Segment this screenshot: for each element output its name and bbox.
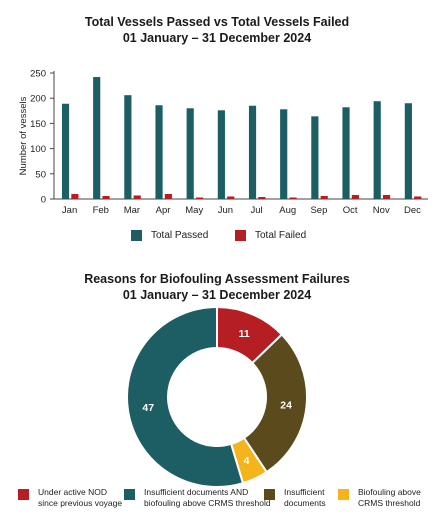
y-axis-label: Number of vessels <box>18 96 29 175</box>
legend-label-failed: Total Failed <box>255 230 307 241</box>
y-tick-label: 50 <box>35 169 46 180</box>
legend-item-passed: Total Passed <box>131 230 208 241</box>
legend-item-failed: Total Failed <box>235 230 306 241</box>
bar-passed-jun <box>217 110 225 199</box>
bar-chart-legend: Total Passed Total Failed <box>0 230 434 246</box>
x-tick-label-aug: Aug <box>279 205 296 216</box>
legend-swatch-failed <box>235 230 246 241</box>
donut-slice-label-3: 47 <box>142 402 154 414</box>
bar-chart: 0 50 100 150 200 250 Number of vessels Jan Feb Ma… <box>18 69 428 216</box>
bar-failed-jul <box>258 196 266 199</box>
donut-legend-item-1: Insufficient documents <box>264 487 326 509</box>
x-tick-label-dec: Dec <box>404 205 421 216</box>
bar-passed-jul <box>248 105 257 199</box>
donut-slice-label-0: 11 <box>239 328 250 340</box>
bar-passed-apr <box>155 105 163 199</box>
donut-legend-swatch-0 <box>18 489 29 500</box>
x-tick-label-jul: Jul <box>251 205 263 216</box>
bar-passed-mar <box>124 95 132 199</box>
bar-failed-mar <box>133 195 141 199</box>
legend-label-passed: Total Passed <box>151 230 209 241</box>
donut-legend-label-0: Under active NOD since previous voyage <box>38 487 123 508</box>
donut-chart-title: Reasons for Biofouling Assessment Failur… <box>84 272 350 286</box>
y-tick-label: 150 <box>30 119 46 130</box>
bar-passed-dec <box>404 103 412 199</box>
bar-passed-jan <box>61 103 70 199</box>
bar-passed-sep <box>311 116 319 199</box>
donut-legend-item-2: Biofouling above CRMS threshold <box>338 487 421 509</box>
bar-chart-subtitle: 01 January – 31 December 2024 <box>122 31 312 45</box>
donut-legend-label-3: Insufficient documents AND biofouling abo… <box>144 487 271 508</box>
bar-passed-feb <box>93 77 101 199</box>
donut-legend-swatch-1 <box>264 489 275 500</box>
bar-passed-nov <box>373 101 381 199</box>
bar-failed-apr <box>164 193 172 199</box>
bar-failed-sep <box>320 195 328 199</box>
donut-legend-swatch-3 <box>124 489 135 500</box>
x-tick-label-jun: Jun <box>218 205 233 216</box>
bar-failed-aug <box>289 197 297 199</box>
x-tick-label-jan: Jan <box>62 205 77 216</box>
x-tick-label-apr: Apr <box>156 205 171 216</box>
bar-failed-feb <box>102 195 110 199</box>
bar-failed-dec <box>414 196 422 199</box>
x-tick-label-may: May <box>185 205 203 216</box>
bar-passed-aug <box>280 109 288 199</box>
y-tick-label: 250 <box>30 69 46 80</box>
donut-legend-swatch-2 <box>338 489 349 500</box>
bar-failed-oct <box>351 194 359 199</box>
donut-slice-3 <box>126 305 245 488</box>
bar-passed-oct <box>342 107 350 199</box>
donut-slice-1 <box>242 333 308 474</box>
bar-chart-title: Total Vessels Passed vs Total Vessels Fa… <box>84 15 350 29</box>
x-tick-label-feb: Feb <box>93 205 109 216</box>
y-tick-label: 100 <box>30 144 46 155</box>
x-tick-label-sep: Sep <box>310 205 327 216</box>
donut-legend-label-1: Insufficient documents <box>284 487 326 508</box>
bar-failed-jun <box>227 196 235 199</box>
donut-chart-subtitle: 01 January – 31 December 2024 <box>122 288 312 302</box>
bar-failed-may <box>195 197 204 199</box>
donut-legend-label-2: Biofouling above CRMS threshold <box>358 487 421 508</box>
x-tick-label-nov: Nov <box>373 205 390 216</box>
donut-slice-label-1: 24 <box>280 400 292 412</box>
bar-passed-may <box>186 108 194 199</box>
x-tick-label-oct: Oct <box>343 205 358 216</box>
donut-chart: 11 24 4 47 <box>126 305 308 488</box>
y-tick-label: 0 <box>41 195 46 206</box>
donut-chart-legend: Under active NOD since previous voyage Ins… <box>0 487 434 523</box>
bar-failed-nov <box>382 194 391 199</box>
donut-slice-label-2: 4 <box>244 455 250 467</box>
x-tick-label-mar: Mar <box>124 205 140 216</box>
legend-swatch-passed <box>131 230 142 241</box>
donut-legend-item-3: Insufficient documents AND biofouling abo… <box>124 487 271 509</box>
donut-legend-item-0: Under active NOD since previous voyage <box>18 487 122 509</box>
bar-failed-jan <box>71 193 79 199</box>
y-tick-label: 200 <box>30 94 46 105</box>
